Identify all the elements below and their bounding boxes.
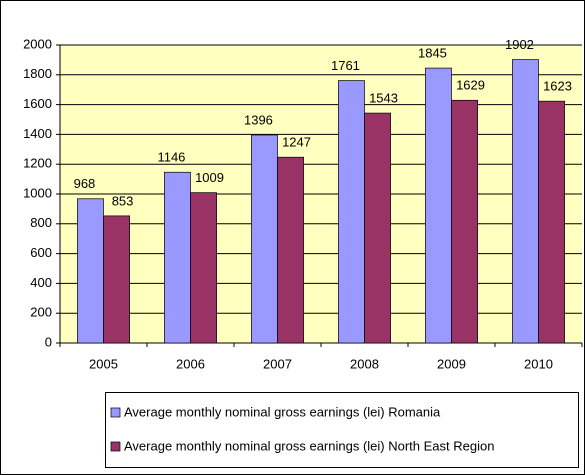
x-tick-label: 2009 [437,356,466,371]
data-label: 1902 [505,37,534,52]
bar [425,67,452,344]
y-tick-label: 1600 [23,96,52,111]
bar [251,134,278,344]
data-label: 1543 [369,91,398,106]
legend-swatch [110,407,121,418]
bar [451,99,478,344]
data-label: 968 [74,176,96,191]
y-tick-label: 1400 [23,126,52,141]
data-label: 1247 [282,135,311,150]
data-label: 853 [112,193,134,208]
data-label: 1146 [157,150,185,165]
legend-label: Average monthly nominal gross earnings (… [124,404,441,419]
bar [77,198,104,344]
data-label: 1761 [331,58,360,73]
x-tick-label: 2010 [524,356,553,371]
bar [277,156,304,344]
y-tick-label: 600 [30,245,52,260]
data-label: 1009 [195,170,224,185]
bar [190,192,217,344]
bar [538,100,565,344]
y-tick-label: 400 [30,275,52,290]
legend-box [105,392,579,468]
y-tick-label: 2000 [23,36,52,51]
bar [364,112,391,344]
bar [103,215,130,344]
x-tick-label: 2007 [263,356,292,371]
bar [338,80,365,344]
y-tick-label: 0 [45,334,52,349]
data-label: 1629 [456,78,485,93]
legend-label: Average monthly nominal gross earnings (… [124,438,494,453]
x-tick-label: 2006 [176,356,205,371]
y-tick-label: 1200 [23,156,52,171]
data-label: 1623 [543,79,572,94]
y-tick-label: 200 [30,305,52,320]
bar [164,171,191,344]
y-tick-label: 1000 [23,185,52,200]
data-label: 1845 [418,46,447,61]
bar [512,59,539,344]
data-label: 1396 [244,112,273,127]
legend-swatch [110,441,121,452]
x-tick-label: 2008 [350,356,379,371]
x-tick-label: 2005 [89,356,118,371]
y-tick-label: 1800 [23,66,52,81]
y-tick-label: 800 [30,215,52,230]
